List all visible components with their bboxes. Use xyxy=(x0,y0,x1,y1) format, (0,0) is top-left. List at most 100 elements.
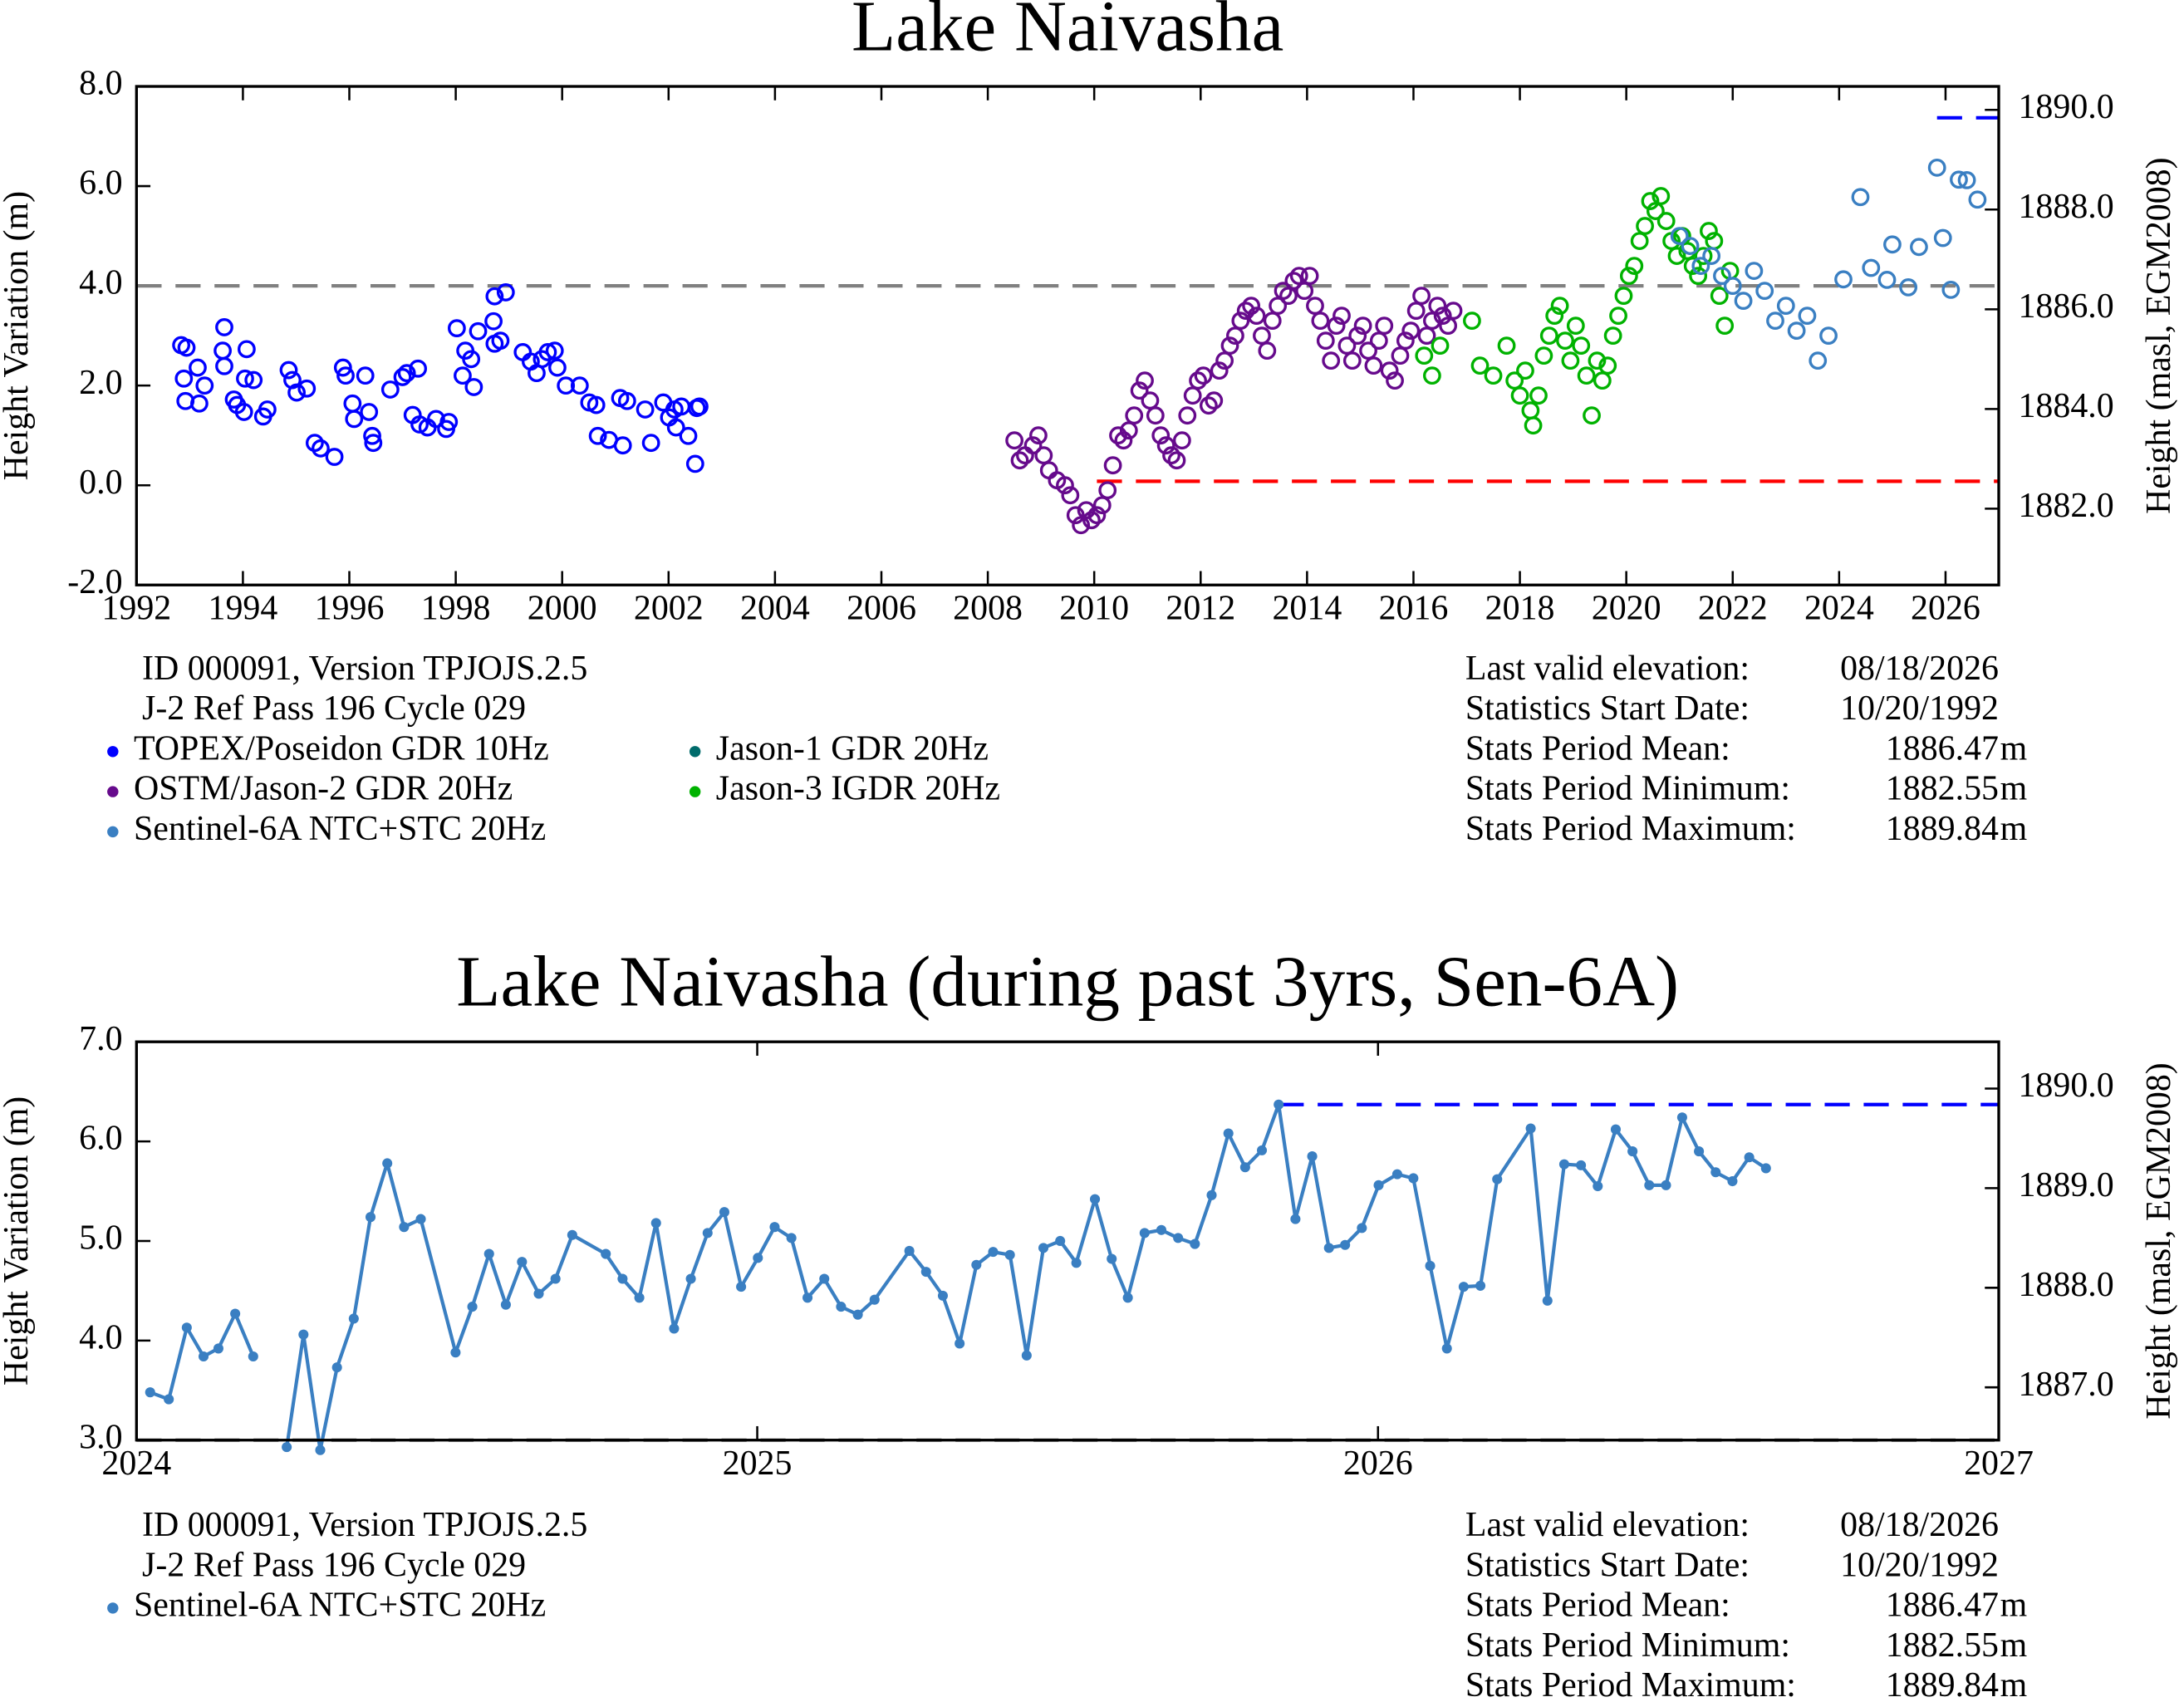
data-point xyxy=(467,1302,478,1312)
data-point xyxy=(719,1207,729,1218)
data-point xyxy=(454,366,472,385)
data-point xyxy=(380,380,400,399)
legend-marker xyxy=(107,746,119,758)
x-tick-label: 2026 xyxy=(1343,1444,1413,1483)
data-point xyxy=(1627,1146,1638,1157)
stat-unit: m xyxy=(2000,729,2028,768)
data-point xyxy=(588,426,607,445)
x-tick-label: 2010 xyxy=(1059,590,1129,628)
data-point xyxy=(736,1282,747,1292)
data-point xyxy=(1274,282,1293,301)
data-point xyxy=(1340,1239,1351,1250)
data-point xyxy=(1004,1249,1015,1260)
stat-value: 08/18/2026 xyxy=(1840,1506,1999,1544)
data-point xyxy=(1593,1180,1603,1192)
data-point xyxy=(852,1309,863,1320)
data-point xyxy=(1300,267,1319,286)
stat-label: Stats Period Maximum: xyxy=(1465,810,1796,848)
legend-label: Jason-3 IGDR 20Hz xyxy=(716,770,1000,808)
data-point xyxy=(1566,316,1585,336)
data-point xyxy=(345,410,364,429)
legend-marker xyxy=(107,786,119,797)
stat-label: Stats Period Mean: xyxy=(1465,1587,1730,1625)
data-point xyxy=(617,391,636,410)
stat-value: 1886.47 xyxy=(1886,1587,1999,1625)
y-tick-label: -2.0 xyxy=(67,563,122,601)
data-point xyxy=(586,395,606,414)
info-text: ID 000091, Version TPJOJS.2.5 xyxy=(142,1506,587,1544)
x-tick-label: 2026 xyxy=(1911,590,1980,628)
data-point xyxy=(1619,267,1638,286)
data-point xyxy=(1082,511,1101,530)
data-point xyxy=(1056,476,1074,495)
data-point xyxy=(769,1222,780,1233)
data-point xyxy=(1109,426,1127,445)
data-point xyxy=(1656,212,1676,230)
stat-label: Last valid elevation: xyxy=(1465,650,1750,688)
x-tick-label: 2004 xyxy=(740,590,810,628)
stat-unit: m xyxy=(2000,810,2028,848)
data-point xyxy=(1162,446,1180,465)
data-point xyxy=(685,454,704,473)
data-point xyxy=(1236,302,1255,321)
data-point xyxy=(213,1343,223,1354)
data-point xyxy=(1247,307,1266,326)
y-tick-label: 6.0 xyxy=(79,164,122,203)
data-point xyxy=(1055,1235,1066,1247)
data-point xyxy=(393,368,412,386)
data-point xyxy=(462,350,481,369)
stat-label: Stats Period Minimum: xyxy=(1465,1626,1790,1665)
data-point xyxy=(1834,270,1853,289)
data-point xyxy=(1529,386,1548,405)
data-point xyxy=(1348,326,1367,346)
x-tick-label: 2018 xyxy=(1485,590,1555,628)
legend-marker xyxy=(689,786,701,797)
data-point xyxy=(517,1257,528,1268)
data-point xyxy=(1220,336,1239,356)
data-point xyxy=(164,1394,174,1405)
y2-axis-label: Height (masl, EGM2008) xyxy=(2140,157,2178,513)
data-point xyxy=(1194,366,1213,385)
y-tick-label: 3.0 xyxy=(79,1418,122,1456)
data-point xyxy=(382,1158,393,1169)
data-point xyxy=(177,338,196,357)
data-point xyxy=(1239,1162,1250,1173)
data-point xyxy=(1636,217,1654,235)
data-point xyxy=(484,311,503,331)
data-point xyxy=(195,376,214,395)
stat-label: Stats Period Maximum: xyxy=(1465,1666,1796,1702)
data-point xyxy=(1386,371,1404,390)
data-point xyxy=(409,359,428,378)
stat-label: Statistics Start Date: xyxy=(1465,689,1750,728)
data-point xyxy=(1353,316,1372,336)
data-point xyxy=(1883,235,1902,254)
data-point xyxy=(1103,456,1122,475)
data-point xyxy=(1710,1167,1721,1178)
data-point xyxy=(237,340,256,359)
data-point xyxy=(1130,381,1149,400)
data-point xyxy=(1484,366,1503,385)
data-point xyxy=(557,376,576,395)
data-point xyxy=(336,366,355,385)
stat-label: Statistics Start Date: xyxy=(1465,1546,1750,1584)
data-point xyxy=(1713,267,1731,286)
data-point xyxy=(753,1253,763,1263)
y2-tick-label: 1890.0 xyxy=(2018,1067,2113,1105)
x-tick-label: 2012 xyxy=(1166,590,1235,628)
y2-tick-label: 1889.0 xyxy=(2018,1166,2113,1204)
x-tick-label: 1996 xyxy=(315,590,385,628)
data-point xyxy=(685,1273,696,1284)
x-tick-label: 2020 xyxy=(1592,590,1661,628)
data-point xyxy=(439,413,459,431)
data-point xyxy=(1098,481,1117,500)
data-point xyxy=(1401,321,1421,341)
data-point xyxy=(669,1323,680,1334)
data-point xyxy=(1524,416,1543,435)
data-point xyxy=(1284,272,1303,291)
data-point xyxy=(690,397,709,416)
series xyxy=(1005,267,1463,535)
data-point xyxy=(356,366,375,385)
data-point xyxy=(1968,190,1987,209)
x-tick-label: 2008 xyxy=(953,590,1023,628)
